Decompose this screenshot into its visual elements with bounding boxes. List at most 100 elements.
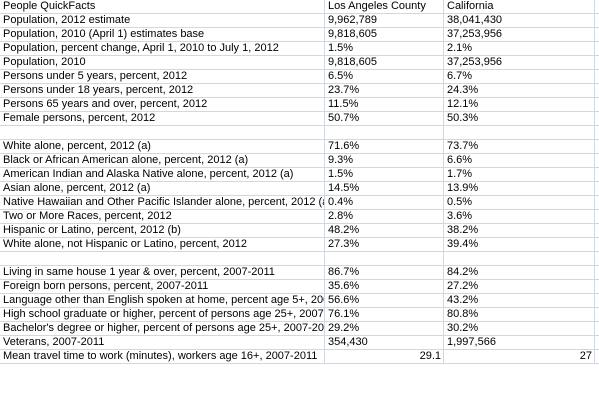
los-angeles-value-cell[interactable]: 29.2%	[325, 322, 444, 335]
california-value-cell[interactable]: 39.4%	[444, 238, 595, 251]
row-label-cell[interactable]	[0, 252, 325, 265]
los-angeles-value-cell[interactable]: 1.5%	[325, 168, 444, 181]
los-angeles-value-cell[interactable]: 48.2%	[325, 224, 444, 237]
row-label-cell[interactable]: Population, 2010 (April 1) estimates bas…	[0, 28, 325, 41]
los-angeles-value-cell[interactable]: 76.1%	[325, 308, 444, 321]
california-value-cell[interactable]: 1,997,566	[444, 336, 595, 349]
california-value-cell[interactable]: 2.1%	[444, 42, 595, 55]
header-cell-los-angeles[interactable]: Los Angeles County	[325, 0, 444, 13]
table-row: Population, 2012 estimate 9,962,789 38,041…	[0, 14, 599, 28]
row-label-cell[interactable]: Persons under 5 years, percent, 2012	[0, 70, 325, 83]
row-label-cell[interactable]: Female persons, percent, 2012	[0, 112, 325, 125]
california-value-cell[interactable]: 0.5%	[444, 196, 595, 209]
table-row: Population, 2010 (April 1) estimates bas…	[0, 28, 599, 42]
california-value-cell[interactable]: 3.6%	[444, 210, 595, 223]
row-label-cell[interactable]: Population, percent change, April 1, 201…	[0, 42, 325, 55]
table-row	[0, 252, 599, 266]
table-row	[0, 126, 599, 140]
row-label-cell[interactable]: Persons under 18 years, percent, 2012	[0, 84, 325, 97]
california-value-cell[interactable]: 37,253,956	[444, 56, 595, 69]
california-value-cell[interactable]: 27	[444, 350, 595, 363]
row-label-cell[interactable]: White alone, percent, 2012 (a)	[0, 140, 325, 153]
los-angeles-value-cell[interactable]: 50.7%	[325, 112, 444, 125]
los-angeles-value-cell[interactable]: 29.1	[325, 350, 444, 363]
los-angeles-value-cell[interactable]: 9,818,605	[325, 56, 444, 69]
los-angeles-value-cell[interactable]: 27.3%	[325, 238, 444, 251]
row-label-cell[interactable]: Living in same house 1 year & over, perc…	[0, 266, 325, 279]
table-row: White alone, percent, 2012 (a) 71.6% 73.7%	[0, 140, 599, 154]
los-angeles-value-cell[interactable]: 71.6%	[325, 140, 444, 153]
table-row: Persons under 5 years, percent, 2012 6.5%…	[0, 70, 599, 84]
los-angeles-value-cell[interactable]: 23.7%	[325, 84, 444, 97]
header-row: People QuickFacts Los Angeles County Cal…	[0, 0, 599, 14]
los-angeles-value-cell[interactable]: 2.8%	[325, 210, 444, 223]
los-angeles-value-cell[interactable]: 9,962,789	[325, 14, 444, 27]
table-row: Bachelor's degree or higher, percent of …	[0, 322, 599, 336]
row-label-cell[interactable]: Veterans, 2007-2011	[0, 336, 325, 349]
california-value-cell[interactable]: 73.7%	[444, 140, 595, 153]
california-value-cell[interactable]: 27.2%	[444, 280, 595, 293]
los-angeles-value-cell[interactable]	[325, 126, 444, 139]
california-value-cell[interactable]: 1.7%	[444, 168, 595, 181]
california-value-cell[interactable]: 38.2%	[444, 224, 595, 237]
los-angeles-value-cell[interactable]: 9.3%	[325, 154, 444, 167]
los-angeles-value-cell[interactable]: 56.6%	[325, 294, 444, 307]
los-angeles-value-cell[interactable]	[325, 252, 444, 265]
california-value-cell[interactable]: 30.2%	[444, 322, 595, 335]
header-cell-california[interactable]: California	[444, 0, 595, 13]
header-cell-label[interactable]: People QuickFacts	[0, 0, 325, 13]
los-angeles-value-cell[interactable]: 9,818,605	[325, 28, 444, 41]
row-label-cell[interactable]: Hispanic or Latino, percent, 2012 (b)	[0, 224, 325, 237]
row-label-cell[interactable]: Foreign born persons, percent, 2007-2011	[0, 280, 325, 293]
row-label-cell[interactable]: Language other than English spoken at ho…	[0, 294, 325, 307]
table-row: Foreign born persons, percent, 2007-2011…	[0, 280, 599, 294]
table-row: Native Hawaiian and Other Pacific Island…	[0, 196, 599, 210]
los-angeles-value-cell[interactable]: 11.5%	[325, 98, 444, 111]
california-value-cell[interactable]: 24.3%	[444, 84, 595, 97]
los-angeles-value-cell[interactable]: 0.4%	[325, 196, 444, 209]
table-row: Mean travel time to work (minutes), work…	[0, 350, 599, 364]
los-angeles-value-cell[interactable]: 35.6%	[325, 280, 444, 293]
california-value-cell[interactable]: 50.3%	[444, 112, 595, 125]
california-value-cell[interactable]: 43.2%	[444, 294, 595, 307]
row-label-cell[interactable]: Native Hawaiian and Other Pacific Island…	[0, 196, 325, 209]
row-label-cell[interactable]: Population, 2012 estimate	[0, 14, 325, 27]
california-value-cell[interactable]: 37,253,956	[444, 28, 595, 41]
california-value-cell[interactable]: 6.7%	[444, 70, 595, 83]
table-row: Language other than English spoken at ho…	[0, 294, 599, 308]
row-label-cell[interactable]: Black or African American alone, percent…	[0, 154, 325, 167]
row-label-cell[interactable]: Population, 2010	[0, 56, 325, 69]
california-value-cell[interactable]: 80.8%	[444, 308, 595, 321]
data-rows: Population, 2012 estimate 9,962,789 38,041…	[0, 14, 599, 364]
table-row: Persons under 18 years, percent, 2012 23.…	[0, 84, 599, 98]
row-label-cell[interactable]: Persons 65 years and over, percent, 2012	[0, 98, 325, 111]
california-value-cell[interactable]: 38,041,430	[444, 14, 595, 27]
row-label-cell[interactable]: Bachelor's degree or higher, percent of …	[0, 322, 325, 335]
row-label-cell[interactable]	[0, 126, 325, 139]
table-row: Living in same house 1 year & over, perc…	[0, 266, 599, 280]
row-label-cell[interactable]: Two or More Races, percent, 2012	[0, 210, 325, 223]
table-row: High school graduate or higher, percent …	[0, 308, 599, 322]
california-value-cell[interactable]: 84.2%	[444, 266, 595, 279]
row-label-cell[interactable]: Asian alone, percent, 2012 (a)	[0, 182, 325, 195]
row-label-cell[interactable]: American Indian and Alaska Native alone,…	[0, 168, 325, 181]
los-angeles-value-cell[interactable]: 86.7%	[325, 266, 444, 279]
table-row: Population, 2010 9,818,605 37,253,956	[0, 56, 599, 70]
california-value-cell[interactable]	[444, 252, 595, 265]
los-angeles-value-cell[interactable]: 6.5%	[325, 70, 444, 83]
table-row: Female persons, percent, 2012 50.7% 50.3%	[0, 112, 599, 126]
los-angeles-value-cell[interactable]: 354,430	[325, 336, 444, 349]
row-label-cell[interactable]: Mean travel time to work (minutes), work…	[0, 350, 325, 363]
table-row: Veterans, 2007-2011 354,430 1,997,566	[0, 336, 599, 350]
california-value-cell[interactable]: 13.9%	[444, 182, 595, 195]
california-value-cell[interactable]: 12.1%	[444, 98, 595, 111]
table-row: Black or African American alone, percent…	[0, 154, 599, 168]
table-row: Population, percent change, April 1, 201…	[0, 42, 599, 56]
row-label-cell[interactable]: High school graduate or higher, percent …	[0, 308, 325, 321]
california-value-cell[interactable]: 6.6%	[444, 154, 595, 167]
row-label-cell[interactable]: White alone, not Hispanic or Latino, per…	[0, 238, 325, 251]
california-value-cell[interactable]	[444, 126, 595, 139]
los-angeles-value-cell[interactable]: 14.5%	[325, 182, 444, 195]
los-angeles-value-cell[interactable]: 1.5%	[325, 42, 444, 55]
